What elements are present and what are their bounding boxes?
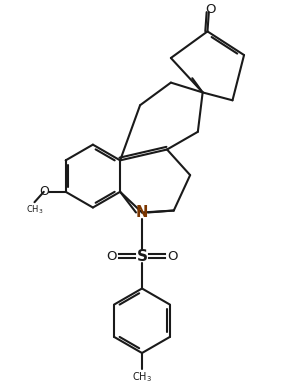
Text: CH$_3$: CH$_3$ xyxy=(26,203,43,216)
Text: CH$_3$: CH$_3$ xyxy=(132,370,152,384)
Text: O: O xyxy=(167,250,178,263)
Text: O: O xyxy=(39,185,49,198)
Text: O: O xyxy=(106,250,117,263)
Text: N: N xyxy=(136,205,148,220)
Text: S: S xyxy=(137,249,147,264)
Text: O: O xyxy=(205,2,216,16)
